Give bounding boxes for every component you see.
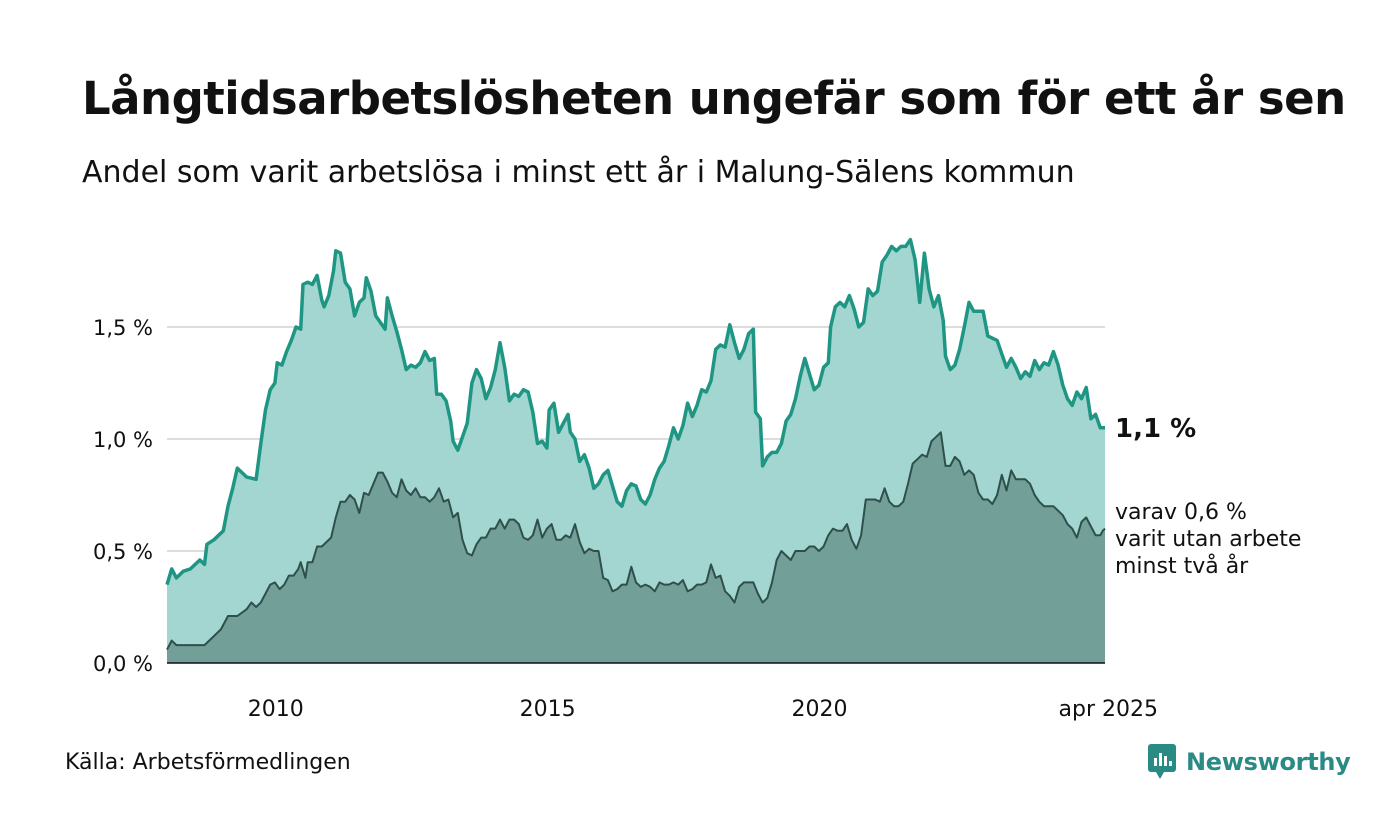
- source-note: Källa: Arbetsförmedlingen: [65, 750, 351, 775]
- y-tick-label: 0,5 %: [93, 540, 153, 564]
- end-label-total: 1,1 %: [1115, 414, 1196, 444]
- brand-logo[interactable]: Newsworthy: [1148, 744, 1351, 780]
- plot-area: [165, 237, 1106, 663]
- newsworthy-logo-icon: [1148, 744, 1176, 779]
- y-tick-label: 1,5 %: [93, 316, 153, 340]
- chart-subtitle: Andel som varit arbetslösa i minst ett å…: [82, 155, 1075, 190]
- y-tick-label: 0,0 %: [93, 652, 153, 676]
- brand-name: Newsworthy: [1186, 748, 1351, 776]
- x-tick-label: 2010: [248, 697, 304, 722]
- x-tick-label: 2015: [520, 697, 576, 722]
- x-tick-label: 2020: [792, 697, 848, 722]
- end-label-two-years: varit utan arbete: [1115, 527, 1301, 552]
- chart-title: Långtidsarbetslösheten ungefär som för e…: [82, 72, 1346, 125]
- series-very-long-line: [166, 431, 1106, 651]
- end-label-two-years: minst två år: [1115, 553, 1249, 579]
- series-very-long-area: [167, 432, 1105, 663]
- series-long-line: [165, 237, 1105, 586]
- y-tick-label: 1,0 %: [93, 428, 153, 452]
- end-label-two-years: varav 0,6 %: [1115, 500, 1247, 525]
- axes: 0,0 % 0,5 % 1,0 % 1,5 % 2010 2015 2020 apr 2025: [93, 316, 1158, 722]
- x-tick-label: apr 2025: [1059, 697, 1158, 722]
